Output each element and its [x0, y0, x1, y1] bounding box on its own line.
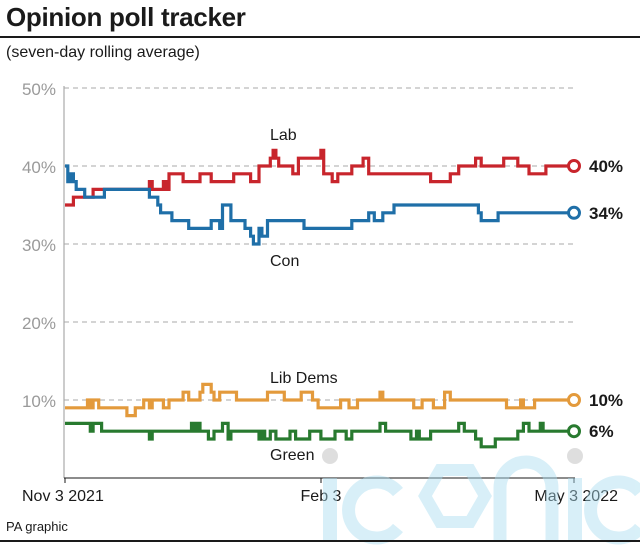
y-tick-label: 30% — [22, 236, 56, 255]
watermark-logo — [322, 448, 640, 545]
watermark-c — [342, 475, 403, 545]
watermark-i-stem — [323, 478, 337, 540]
watermark-dot — [567, 448, 583, 464]
lab-end-value: 40% — [589, 157, 623, 176]
x-tick-label: Nov 3 2021 — [22, 488, 104, 505]
title-rule — [0, 36, 640, 38]
lab-series-line — [65, 148, 574, 207]
green-series-label: Green — [270, 447, 314, 464]
y-tick-label: 50% — [22, 80, 56, 99]
lab-end-marker — [567, 159, 581, 173]
libdem-series-label: Lib Dems — [270, 370, 338, 387]
footer-rule — [0, 540, 640, 542]
watermark-dot — [322, 448, 338, 464]
watermark-i2-stem — [568, 478, 582, 540]
watermark-hex — [418, 464, 492, 528]
watermark-c2 — [584, 475, 640, 545]
y-tick-label: 20% — [22, 314, 56, 333]
con-end-value: 34% — [589, 204, 623, 223]
con-series-line — [65, 164, 574, 246]
green-end-marker — [567, 424, 581, 439]
x-tick-label: Feb 3 — [301, 488, 342, 505]
libdem-series-line — [65, 382, 574, 418]
con-end-marker — [567, 205, 581, 220]
x-tick-label: May 3 2022 — [534, 488, 618, 505]
green-end-value: 6% — [589, 422, 614, 441]
page-title: Opinion poll tracker — [6, 2, 246, 32]
green-series-line — [65, 421, 574, 449]
watermark-n — [493, 455, 559, 540]
credit-text: PA graphic — [6, 519, 68, 534]
con-series-label: Con — [270, 253, 299, 270]
y-tick-label: 10% — [22, 392, 56, 411]
y-tick-label: 40% — [22, 158, 56, 177]
lab-series-label: Lab — [270, 127, 297, 144]
page-subtitle: (seven-day rolling average) — [6, 44, 200, 61]
libdem-end-marker — [567, 393, 581, 407]
libdem-end-value: 10% — [589, 391, 623, 410]
